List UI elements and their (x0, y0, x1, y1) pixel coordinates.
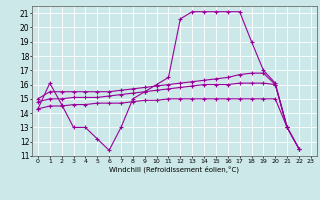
X-axis label: Windchill (Refroidissement éolien,°C): Windchill (Refroidissement éolien,°C) (109, 165, 239, 173)
